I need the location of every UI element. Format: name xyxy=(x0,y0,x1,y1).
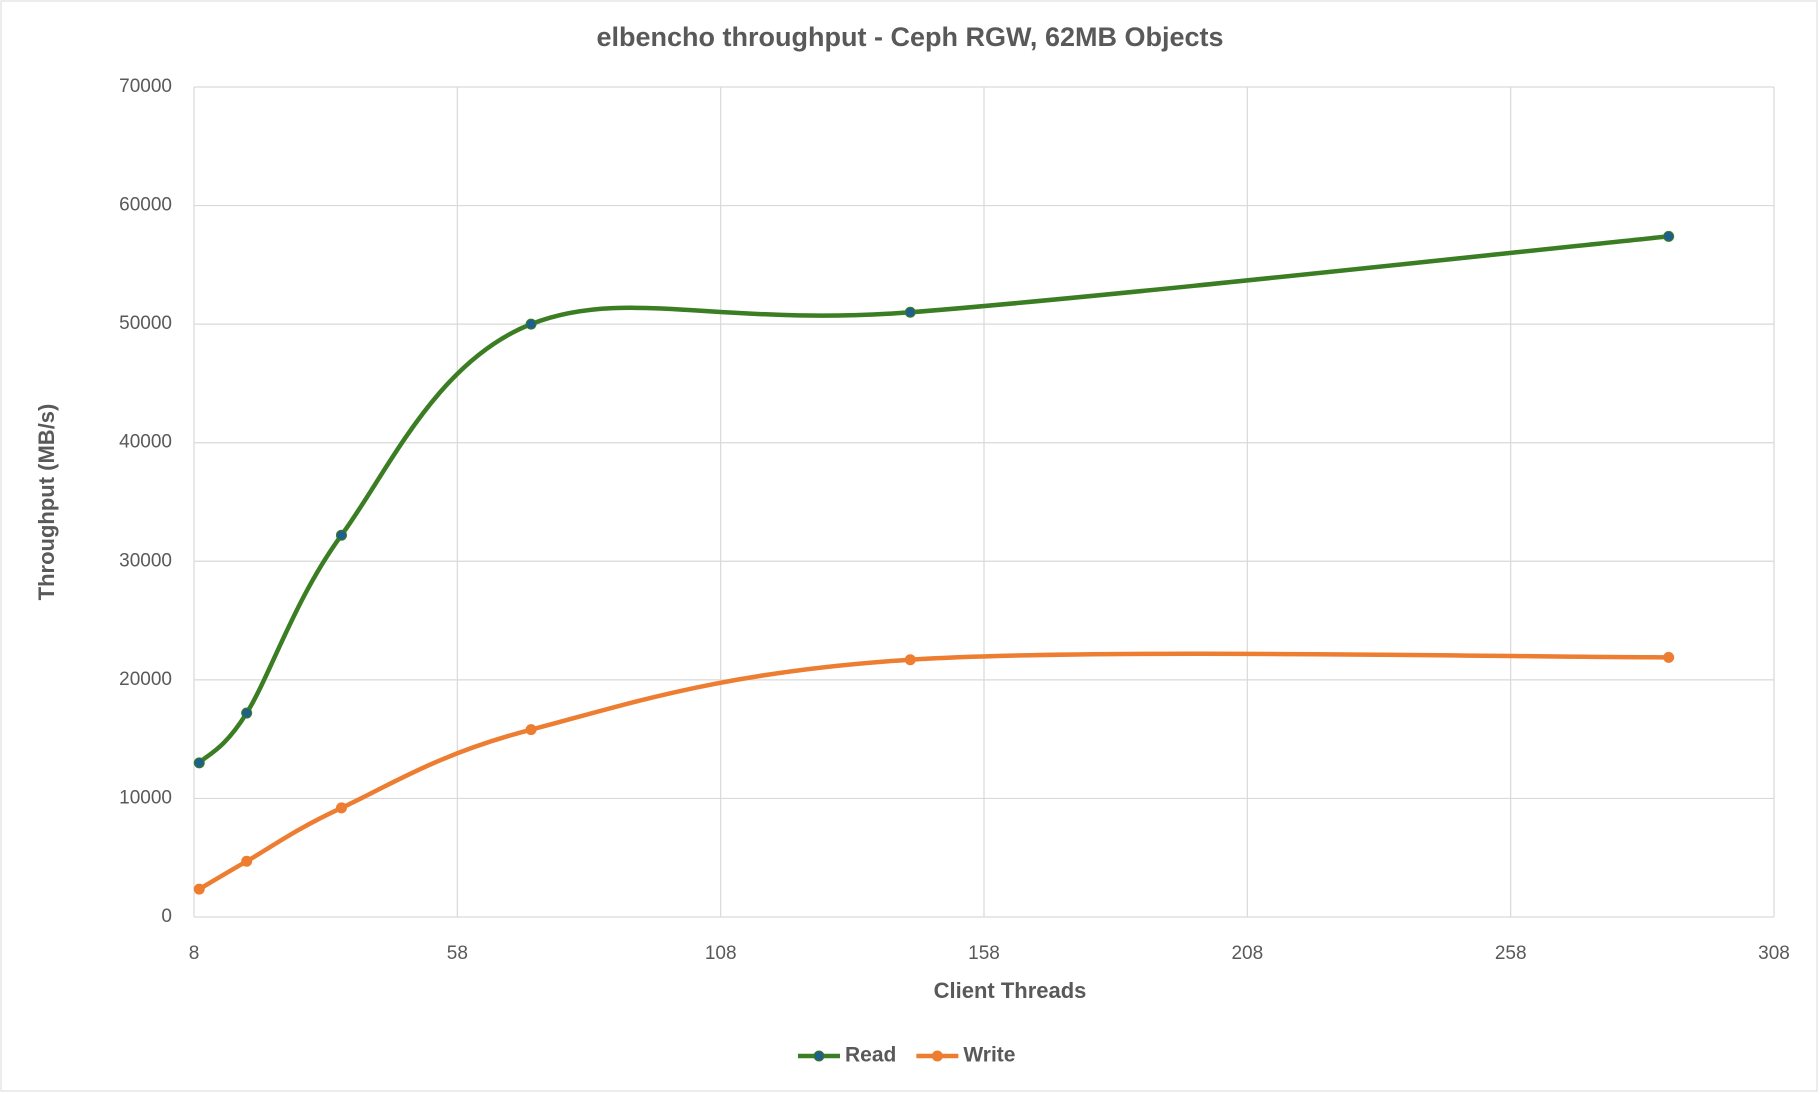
data-point xyxy=(904,306,916,318)
y-tick-label: 0 xyxy=(161,906,172,927)
y-axis-title: Throughput (MB/s) xyxy=(34,404,59,601)
data-point xyxy=(335,802,347,814)
y-tick-label: 70000 xyxy=(119,76,172,97)
data-point xyxy=(525,318,537,330)
data-point xyxy=(335,529,347,541)
data-point xyxy=(193,883,205,895)
x-tick-label: 208 xyxy=(1231,943,1263,964)
y-tick-label: 30000 xyxy=(119,550,172,571)
x-tick-label: 158 xyxy=(968,943,1000,964)
x-axis-title: Client Threads xyxy=(934,978,1087,1003)
x-tick-label: 308 xyxy=(1758,943,1790,964)
chart-title: elbencho throughput - Ceph RGW, 62MB Obj… xyxy=(596,22,1223,52)
y-tick-label: 60000 xyxy=(119,195,172,216)
x-tick-label: 108 xyxy=(705,943,737,964)
series-line xyxy=(197,234,1671,766)
legend-marker xyxy=(931,1050,943,1062)
y-tick-label: 40000 xyxy=(119,432,172,453)
y-tick-label: 10000 xyxy=(119,787,172,808)
legend-marker xyxy=(813,1050,825,1062)
data-point xyxy=(241,707,253,719)
data-point xyxy=(241,855,253,867)
x-tick-label: 8 xyxy=(189,943,200,964)
legend-label: Write xyxy=(963,1044,1015,1067)
data-point xyxy=(525,724,537,736)
x-tick-label: 258 xyxy=(1495,943,1527,964)
x-tick-label: 58 xyxy=(447,943,468,964)
data-point xyxy=(904,654,916,666)
data-point xyxy=(1663,230,1675,242)
data-point xyxy=(193,757,205,769)
y-tick-label: 50000 xyxy=(119,313,172,334)
legend-label: Read xyxy=(845,1044,896,1067)
data-point xyxy=(1663,651,1675,663)
series-line xyxy=(197,651,1671,892)
y-tick-label: 20000 xyxy=(119,669,172,690)
